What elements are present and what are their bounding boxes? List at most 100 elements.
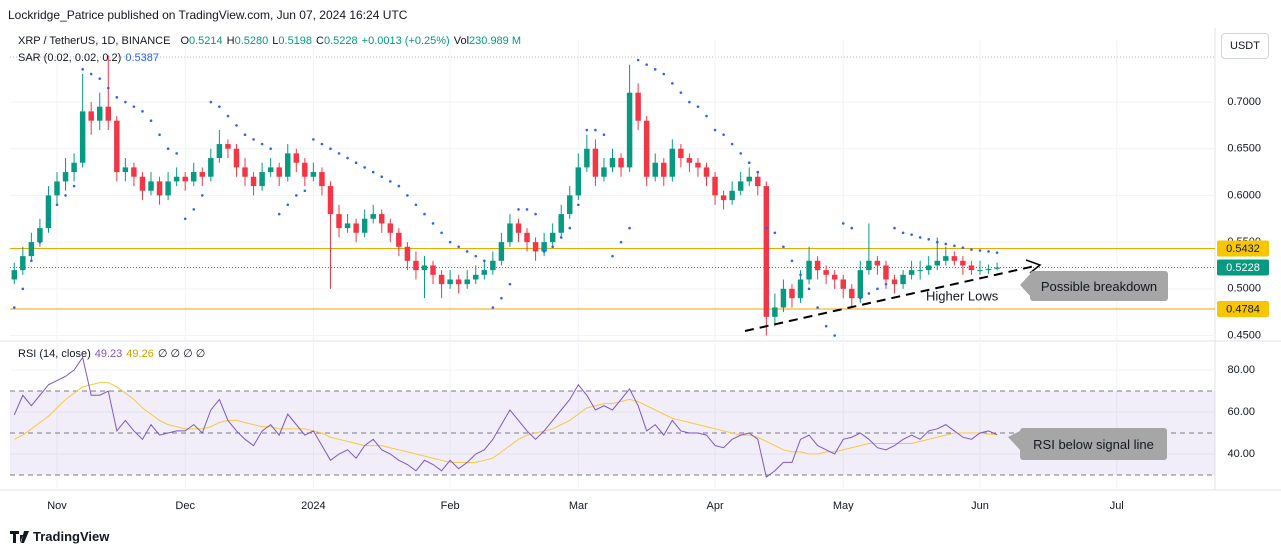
candle-body bbox=[814, 260, 821, 271]
rsi-line bbox=[13, 356, 998, 478]
sar-dot bbox=[89, 72, 93, 76]
sar-dot bbox=[30, 259, 33, 263]
x-tick-label: Nov bbox=[47, 500, 67, 512]
candle-body bbox=[584, 148, 590, 168]
sar-dot bbox=[713, 128, 717, 132]
candle-body bbox=[925, 265, 932, 271]
sar-dot bbox=[312, 138, 315, 141]
sar-dot bbox=[192, 208, 196, 211]
candle-body bbox=[11, 270, 18, 280]
sar-dot bbox=[559, 236, 563, 239]
candle-body bbox=[473, 274, 479, 280]
sar-dot bbox=[645, 63, 648, 66]
value: 0.5280 bbox=[234, 35, 269, 47]
sar-dot bbox=[414, 203, 418, 207]
candle-body bbox=[242, 167, 248, 177]
candle-body bbox=[908, 270, 915, 275]
candle-body bbox=[686, 158, 693, 163]
value: 49.23 bbox=[94, 347, 123, 360]
trend-lines: Higher Lows bbox=[744, 259, 1042, 452]
sar-dot bbox=[166, 147, 170, 151]
y-tick-label: 0.7000 bbox=[1227, 96, 1261, 108]
indicator-name: RSI (14, close) bbox=[18, 347, 91, 360]
candle-body bbox=[515, 223, 522, 233]
sar-dot bbox=[12, 306, 16, 309]
sar-dot bbox=[517, 208, 520, 211]
sar-dot bbox=[98, 77, 102, 80]
publish-info: Lockridge_Patrice published on TradingVi… bbox=[8, 8, 407, 22]
candle-body bbox=[541, 242, 547, 252]
sar-dot bbox=[346, 156, 349, 160]
candle-body bbox=[225, 144, 231, 149]
candle-body bbox=[601, 167, 607, 177]
price-label-bg bbox=[1217, 259, 1269, 276]
candle-body bbox=[88, 111, 94, 121]
candle-body bbox=[840, 279, 846, 289]
sar-dot bbox=[525, 208, 529, 211]
sar-dot bbox=[277, 212, 281, 216]
x-tick-label: Apr bbox=[706, 500, 723, 512]
sar-dot bbox=[320, 142, 324, 146]
sar-dot bbox=[183, 217, 187, 221]
candle-body bbox=[45, 195, 52, 229]
sar-dot bbox=[260, 142, 264, 146]
sar-dot bbox=[55, 203, 59, 207]
sar-dot bbox=[722, 133, 725, 137]
price-label: 0.4784 bbox=[1226, 303, 1260, 315]
candle-body bbox=[729, 190, 735, 201]
candle-body bbox=[37, 228, 43, 243]
sar-dot bbox=[474, 254, 478, 258]
candle-body bbox=[507, 223, 513, 243]
sar-dot bbox=[380, 175, 384, 179]
sar-dot bbox=[363, 166, 366, 169]
sar-dot bbox=[534, 212, 537, 216]
sar-dot bbox=[508, 282, 512, 286]
candle-body bbox=[857, 270, 864, 299]
candle-body bbox=[874, 260, 881, 266]
candle-body bbox=[831, 274, 838, 280]
sar-dot bbox=[859, 296, 862, 300]
sar-dot bbox=[671, 82, 674, 85]
sar-dot bbox=[354, 161, 358, 165]
sar-dot bbox=[64, 194, 67, 197]
sar-dot bbox=[739, 152, 742, 155]
sar-dot bbox=[824, 324, 828, 328]
sar-dot bbox=[431, 222, 435, 225]
candle-body bbox=[319, 172, 325, 187]
x-tick-label: Mar bbox=[569, 500, 588, 512]
sar-dot bbox=[935, 240, 939, 244]
candle-body bbox=[558, 214, 564, 233]
candle-body bbox=[806, 260, 812, 280]
sar-dot bbox=[799, 273, 802, 277]
sar-dot bbox=[602, 133, 606, 137]
candle-body bbox=[20, 256, 26, 271]
x-tick-label: Dec bbox=[175, 500, 195, 512]
sar-dot bbox=[953, 244, 956, 248]
sar-dot bbox=[243, 133, 247, 137]
sar-dot bbox=[115, 96, 119, 99]
price-label-bg bbox=[1217, 240, 1269, 257]
value: 0.5198 bbox=[278, 35, 313, 47]
candle-body bbox=[276, 167, 282, 177]
sar-dot bbox=[944, 242, 948, 246]
sar-dot bbox=[585, 128, 589, 132]
candle-body bbox=[438, 274, 445, 285]
candle-body bbox=[968, 265, 975, 271]
sar-dot bbox=[371, 170, 375, 174]
candle-body bbox=[661, 162, 667, 177]
candle-body bbox=[626, 92, 633, 168]
candle-body bbox=[199, 172, 206, 177]
candle-body bbox=[62, 172, 69, 182]
x-tick-label: Jun bbox=[971, 500, 989, 512]
candle-body bbox=[866, 260, 872, 271]
currency-button[interactable]: USDT bbox=[1221, 33, 1269, 59]
candle-body bbox=[165, 181, 171, 196]
sar-dot bbox=[389, 180, 392, 183]
candle-body bbox=[79, 111, 86, 163]
sar-dot bbox=[303, 189, 307, 193]
sar-dot bbox=[747, 161, 751, 165]
candle-body bbox=[267, 167, 274, 173]
candle-body bbox=[361, 218, 368, 233]
sar-dot bbox=[175, 152, 178, 155]
